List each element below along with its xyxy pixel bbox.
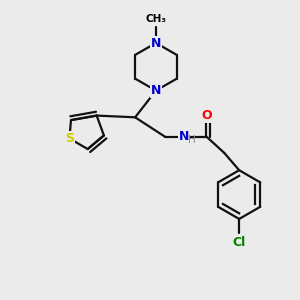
Text: S: S [65, 132, 74, 145]
Text: N: N [179, 130, 189, 143]
Text: N: N [151, 84, 161, 97]
Text: Cl: Cl [232, 236, 246, 249]
Text: O: O [201, 109, 212, 122]
Text: CH₃: CH₃ [146, 14, 167, 24]
Text: N: N [151, 37, 161, 50]
Text: H: H [188, 136, 196, 146]
